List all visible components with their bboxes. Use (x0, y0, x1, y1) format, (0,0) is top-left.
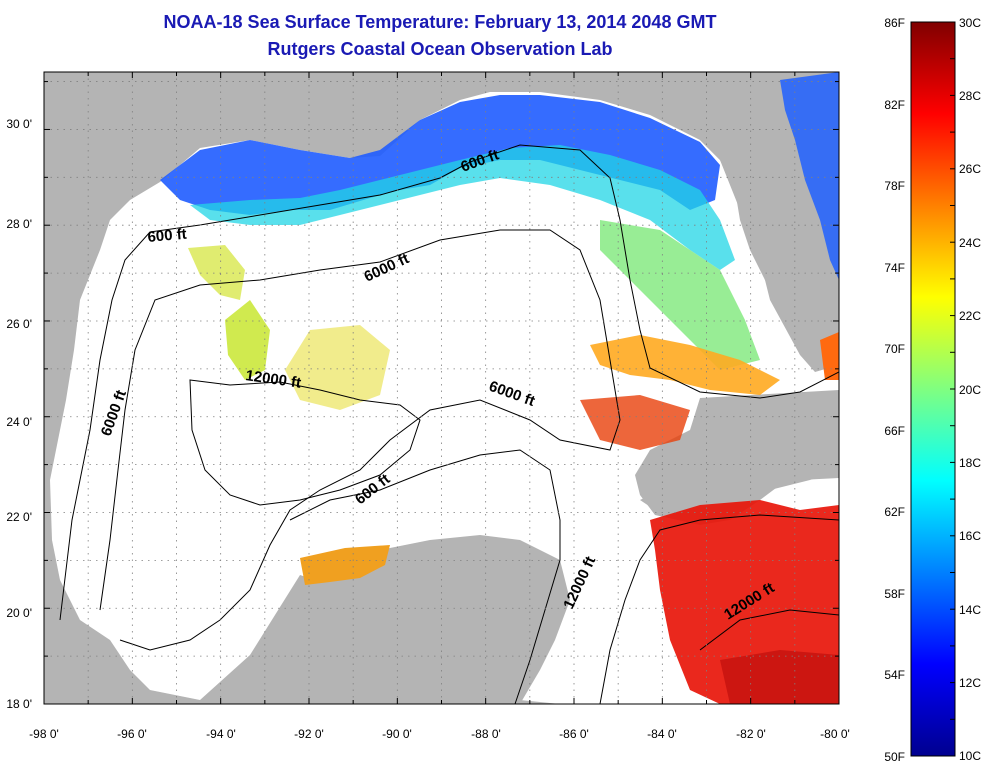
campeche-orange-patch (300, 545, 390, 585)
celsius-label: 26C (959, 162, 981, 176)
temperature-colorbar: 86F 82F 78F 74F 70F 66F 62F 58F 54F 50F … (884, 16, 981, 764)
map-area (44, 72, 839, 704)
lon-tick-label: -92 0' (294, 727, 324, 741)
bathymetry-contours (59, 144, 839, 704)
lon-tick-label: -88 0' (471, 727, 501, 741)
fahrenheit-label: 50F (884, 750, 905, 764)
caribbean-darker-patch (720, 650, 839, 704)
lat-tick-label: 22 0' (6, 510, 32, 524)
western-gulf-yellow-patch (225, 300, 270, 380)
axis-ticks (43, 72, 840, 705)
fahrenheit-label: 74F (884, 261, 905, 275)
celsius-label: 10C (959, 749, 981, 763)
north-coast-cold-band (160, 95, 720, 215)
longitude-labels: -98 0' -96 0' -94 0' -92 0' -90 0' -88 0… (29, 727, 850, 741)
celsius-label: 20C (959, 383, 981, 397)
lon-tick-label: -96 0' (117, 727, 147, 741)
north-coast-cyan-band (190, 145, 735, 270)
lon-tick-label: -82 0' (736, 727, 766, 741)
contour-600ft-north (59, 144, 839, 621)
fahrenheit-label: 78F (884, 179, 905, 193)
colorbar-gradient (910, 21, 956, 757)
lat-tick-label: 24 0' (6, 415, 32, 429)
lat-tick-label: 18 0' (6, 697, 32, 711)
lat-tick-label: 26 0' (6, 317, 32, 331)
celsius-label: 28C (959, 89, 981, 103)
contour-6000ft-west (99, 229, 621, 651)
celsius-label: 30C (959, 16, 981, 30)
colorbar-ticks (950, 21, 955, 757)
contour-caribbean-inner (699, 609, 839, 651)
fahrenheit-label: 70F (884, 342, 905, 356)
lon-tick-label: -86 0' (559, 727, 589, 741)
lat-tick-label: 30 0' (6, 117, 32, 131)
lon-tick-label: -84 0' (647, 727, 677, 741)
map-title: NOAA-18 Sea Surface Temperature: Februar… (163, 12, 717, 32)
lon-tick-label: -80 0' (820, 727, 850, 741)
celsius-label: 16C (959, 529, 981, 543)
contour-12000ft-center (189, 379, 421, 506)
west-florida-shelf-green (600, 220, 760, 370)
celsius-label: 14C (959, 603, 981, 617)
fahrenheit-label: 82F (884, 98, 905, 112)
florida-keys-orange (820, 332, 839, 380)
latitude-labels: 30 0' 28 0' 26 0' 24 0' 22 0' 20 0' 18 0… (6, 117, 32, 711)
cuba-island (640, 430, 839, 510)
loop-current-orange (590, 335, 780, 395)
celsius-label: 18C (959, 456, 981, 470)
contour-label: 600 ft (147, 226, 188, 246)
celsius-label: 12C (959, 676, 981, 690)
lat-tick-label: 20 0' (6, 606, 32, 620)
lon-tick-label: -98 0' (29, 727, 59, 741)
colorbar-fahrenheit-labels: 86F 82F 78F 74F 70F 66F 62F 58F 54F 50F (884, 16, 905, 764)
fahrenheit-label: 66F (884, 424, 905, 438)
yucatan-peninsula (300, 535, 570, 704)
lat-lon-grid (44, 72, 839, 704)
fahrenheit-label: 62F (884, 505, 905, 519)
contour-12000ft-caribbean (599, 514, 839, 704)
fahrenheit-label: 86F (884, 16, 905, 30)
celsius-label: 22C (959, 309, 981, 323)
map-subtitle: Rutgers Coastal Ocean Observation Lab (267, 39, 613, 59)
western-gulf-yellow-strip (188, 245, 245, 300)
colorbar-celsius-labels: 30C 28C 26C 24C 22C 20C 18C 16C 14C 12C … (959, 16, 981, 763)
fahrenheit-label: 54F (884, 668, 905, 682)
lon-tick-label: -94 0' (206, 727, 236, 741)
fahrenheit-label: 58F (884, 587, 905, 601)
celsius-label: 24C (959, 236, 981, 250)
lat-tick-label: 28 0' (6, 217, 32, 231)
contour-600ft-yucatan (289, 449, 561, 704)
lon-tick-label: -90 0' (382, 727, 412, 741)
